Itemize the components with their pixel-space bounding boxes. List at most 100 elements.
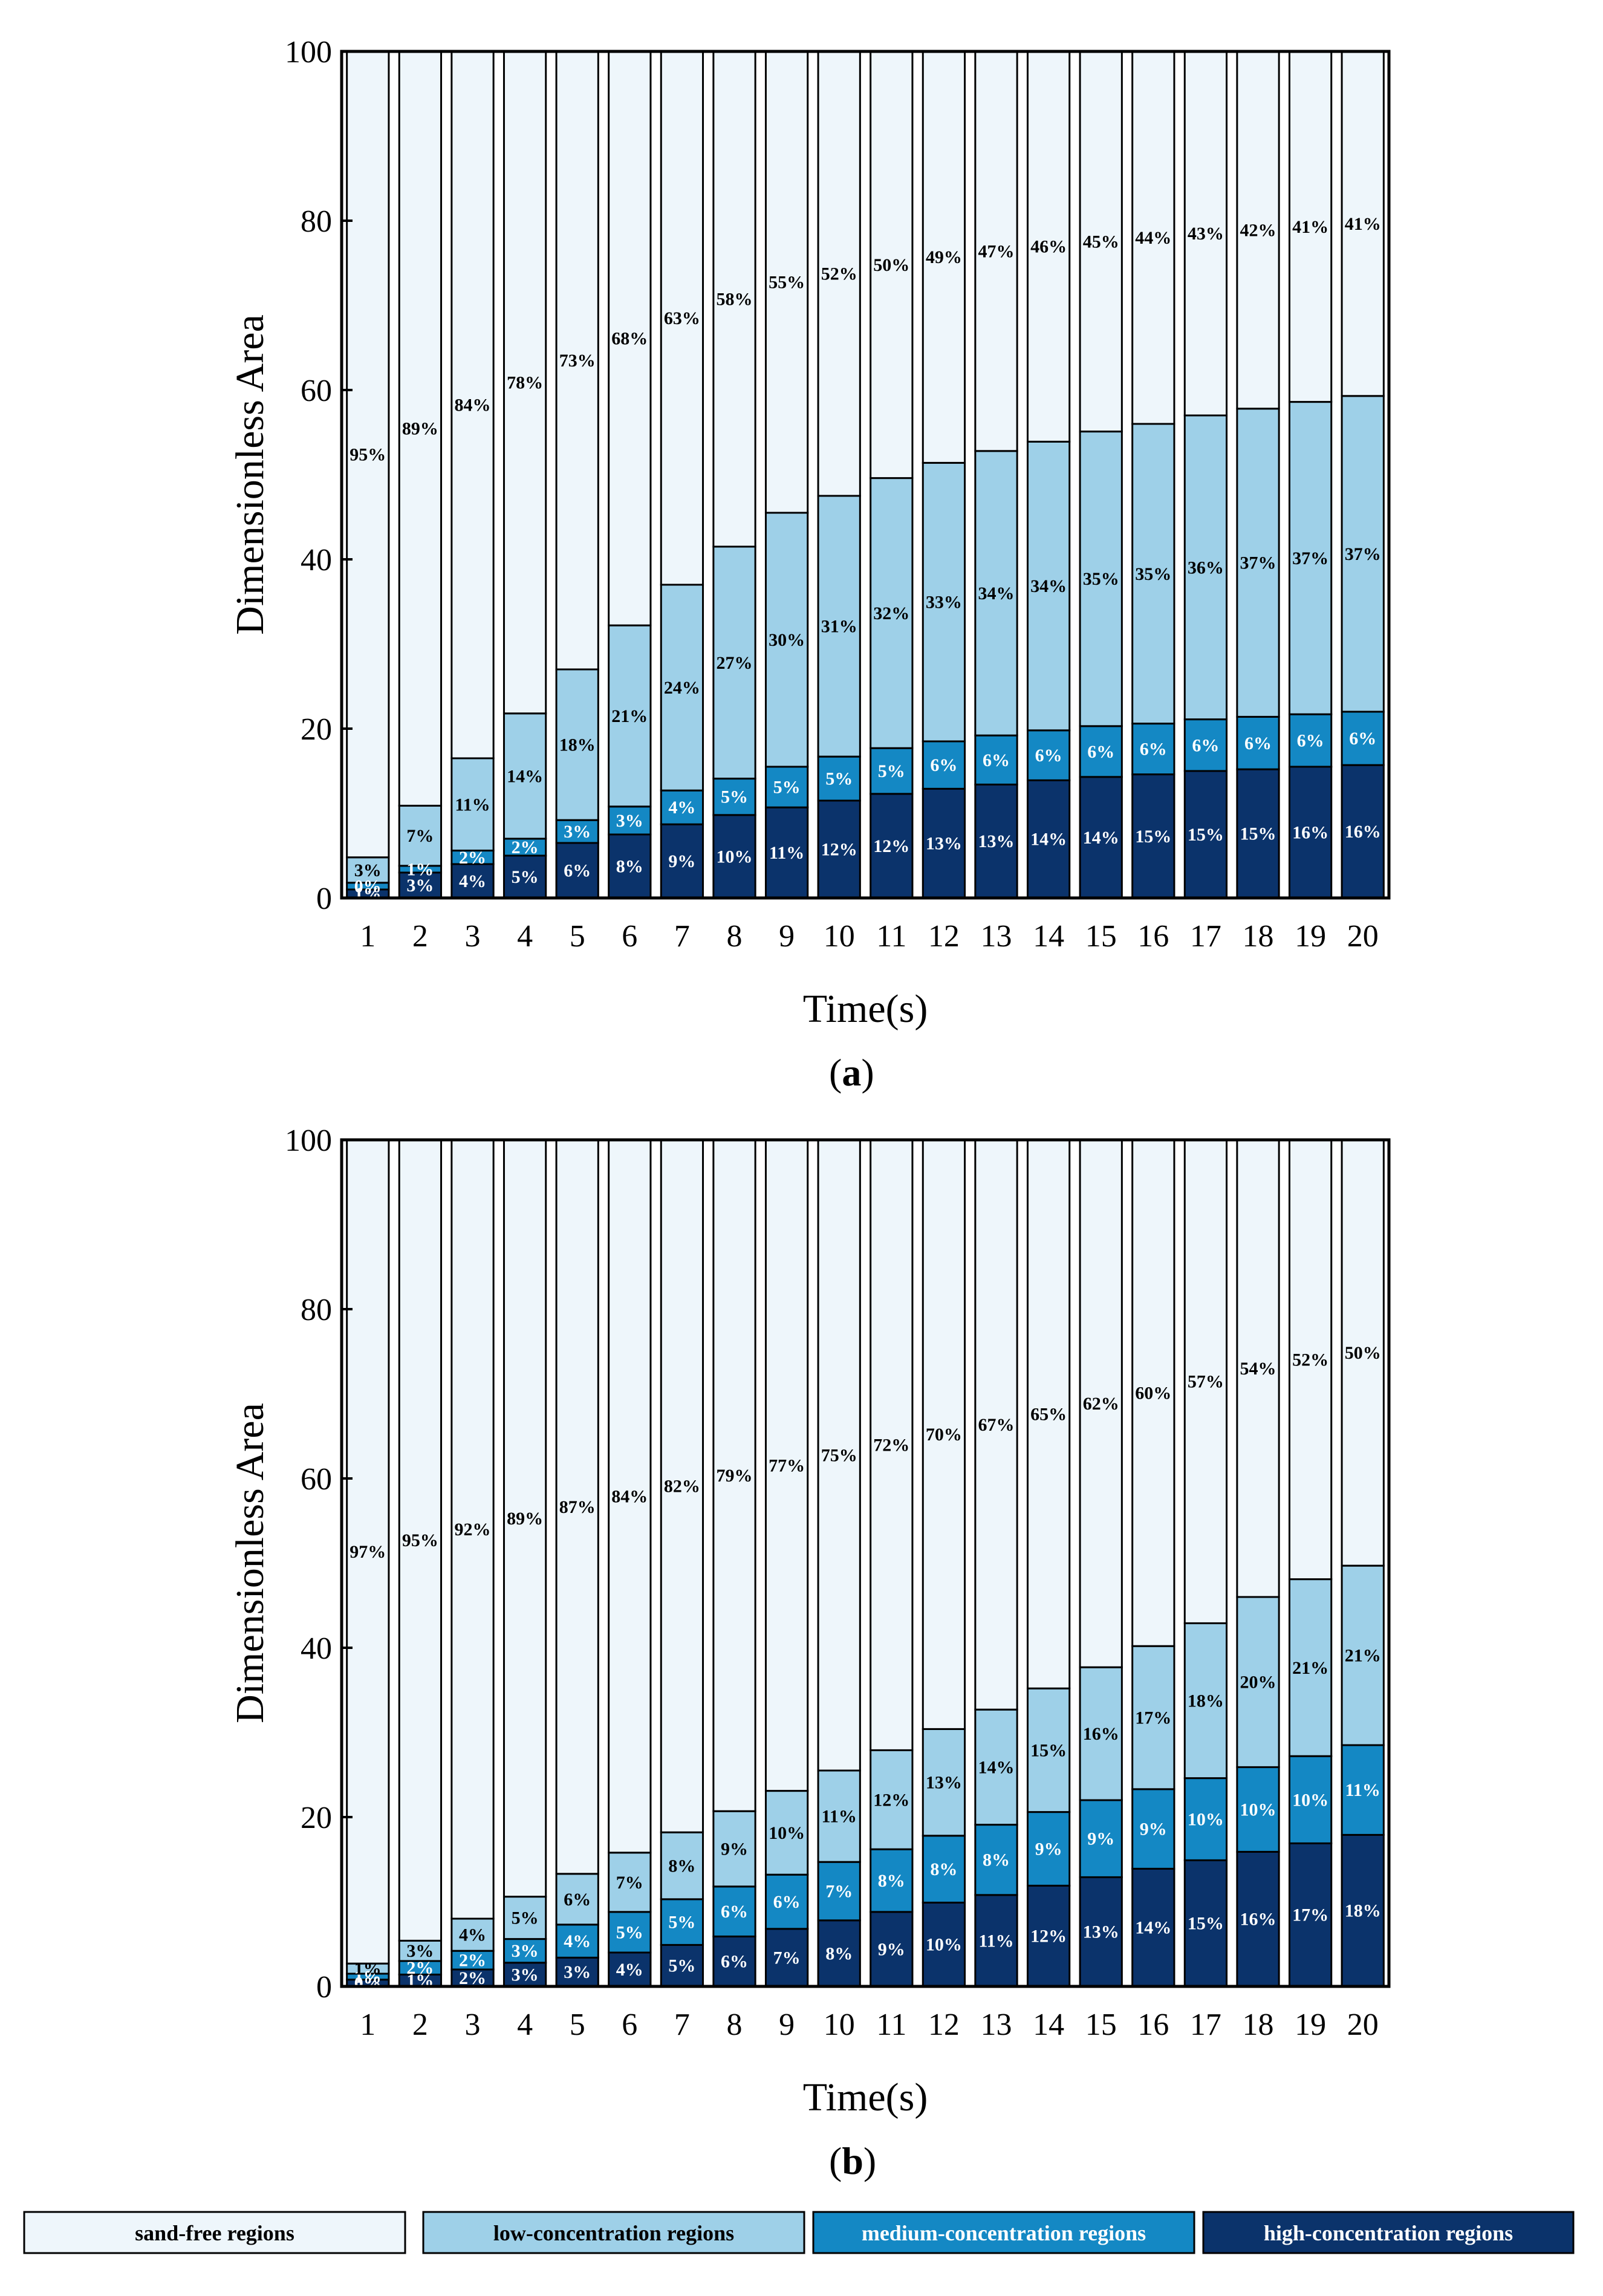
x-tick-label: 1 [360, 2008, 376, 2042]
panel-a-chart: 1%0%3%95%13%1%7%89%24%2%11%84%35%2%14%78… [228, 35, 1391, 1094]
bar-low-t7 [660, 1831, 704, 1901]
y-axis-title: Dimensionless Area [228, 314, 272, 635]
bar-low-t13 [974, 1708, 1018, 1826]
x-tick-label: 5 [570, 2008, 585, 2042]
data-label-medium-t8: 6% [721, 1902, 748, 1922]
data-label-high-t8: 6% [721, 1952, 748, 1972]
data-label-medium-t7: 4% [668, 798, 695, 818]
data-label-medium-t6: 5% [616, 1922, 643, 1942]
y-tick-label: 60 [301, 374, 332, 408]
data-label-sand-free-t19: 52% [1292, 1350, 1328, 1370]
panel-label-open-paren: ( [829, 2139, 842, 2182]
data-label-high-t13: 11% [978, 1931, 1013, 1951]
data-label-high-t8: 10% [717, 847, 753, 867]
data-label-sand-free-t7: 82% [664, 1477, 700, 1497]
data-label-sand-free-t2: 89% [402, 419, 438, 439]
bar-sand-free-t5 [555, 1139, 599, 1875]
x-tick-label: 11 [876, 919, 906, 954]
data-label-medium-t1: 0% [354, 876, 382, 896]
data-label-low-t4: 14% [507, 766, 543, 786]
bar-medium-t19 [1288, 1755, 1333, 1844]
y-tick-label: 20 [301, 1801, 332, 1835]
data-label-low-t11: 32% [873, 603, 909, 623]
data-label-high-t7: 9% [668, 851, 695, 871]
bar-sand-free-t15 [1079, 50, 1123, 433]
bar-medium-t7 [660, 789, 704, 825]
x-tick-label: 10 [824, 919, 855, 954]
y-tick-label: 0 [316, 1970, 332, 2005]
bar-sand-free-t16 [1131, 50, 1175, 425]
x-axis-title: Time(s) [803, 987, 928, 1031]
data-label-low-t10: 31% [821, 617, 857, 637]
x-tick-label: 5 [570, 919, 585, 954]
y-tick-label: 20 [301, 712, 332, 747]
bar-medium-t6 [608, 805, 652, 836]
data-label-high-t19: 16% [1292, 823, 1328, 843]
data-label-sand-free-t11: 72% [873, 1436, 909, 1455]
panel-label-close-paren: ) [861, 1051, 874, 1094]
data-label-sand-free-t4: 89% [507, 1509, 543, 1529]
x-tick-label: 9 [779, 919, 795, 954]
data-label-low-t13: 34% [978, 584, 1015, 603]
y-tick-label: 40 [301, 543, 332, 577]
bar-high-t6 [608, 1951, 652, 1988]
bar-medium-t11 [870, 747, 914, 795]
bar-high-t12 [922, 1901, 966, 1988]
data-label-medium-t2: 1% [406, 859, 434, 879]
bar-low-t10 [817, 1769, 861, 1863]
x-tick-label: 12 [928, 919, 960, 954]
x-tick-label: 4 [517, 2008, 533, 2042]
data-label-low-t12: 13% [926, 1773, 962, 1793]
data-label-high-t12: 13% [926, 834, 962, 854]
data-label-sand-free-t9: 77% [769, 1455, 805, 1475]
bar-low-t8 [712, 545, 756, 780]
legend-label-high: high-concentration regions [1264, 2221, 1513, 2245]
bar-medium-t18 [1236, 1766, 1280, 1853]
data-label-sand-free-t12: 70% [926, 1425, 962, 1445]
data-label-high-t11: 9% [878, 1939, 905, 1959]
data-label-sand-free-t17: 43% [1188, 224, 1224, 244]
bar-sand-free-t14 [1026, 1139, 1071, 1689]
data-label-sand-free-t6: 84% [611, 1486, 648, 1506]
data-label-medium-t3: 2% [459, 848, 486, 868]
panel-label: (a) [829, 1051, 874, 1094]
y-tick-label: 80 [301, 204, 332, 239]
data-label-high-t15: 13% [1083, 1922, 1119, 1942]
data-label-low-t14: 34% [1030, 576, 1067, 596]
data-label-sand-free-t3: 84% [455, 395, 491, 415]
data-label-high-t20: 18% [1345, 1901, 1381, 1921]
x-tick-label: 19 [1295, 919, 1326, 954]
data-label-low-t15: 35% [1083, 569, 1119, 589]
data-label-sand-free-t11: 50% [873, 255, 909, 275]
bar-low-t2 [398, 1939, 443, 1962]
data-label-low-t3: 11% [455, 795, 490, 815]
data-label-high-t1: 1% [354, 884, 382, 904]
bar-low-t9 [764, 512, 809, 768]
data-label-low-t12: 33% [926, 593, 962, 613]
data-label-sand-free-t4: 78% [507, 372, 543, 392]
data-label-low-t14: 15% [1030, 1740, 1067, 1760]
bar-high-t8 [712, 814, 756, 899]
x-tick-label: 18 [1243, 2008, 1274, 2042]
data-label-high-t5: 3% [564, 1962, 591, 1982]
bar-high-t11 [870, 1911, 914, 1988]
bar-low-t12 [922, 461, 966, 743]
data-label-low-t18: 20% [1240, 1673, 1276, 1693]
data-label-low-t8: 27% [717, 653, 753, 673]
data-label-high-t6: 4% [616, 1960, 643, 1980]
data-label-sand-free-t19: 41% [1292, 217, 1328, 237]
bar-low-t10 [817, 495, 861, 758]
data-label-sand-free-t16: 44% [1135, 228, 1171, 248]
bar-sand-free-t9 [764, 1139, 809, 1792]
bar-sand-free-t10 [817, 50, 861, 497]
bar-sand-free-t17 [1183, 50, 1228, 417]
x-tick-label: 18 [1243, 919, 1274, 954]
panel-label-letter: b [842, 2139, 863, 2182]
x-tick-label: 15 [1085, 919, 1117, 954]
bar-high-t10 [817, 1919, 861, 1988]
data-label-medium-t19: 10% [1292, 1790, 1328, 1810]
x-tick-label: 7 [674, 919, 690, 954]
data-label-low-t6: 21% [611, 706, 648, 726]
y-tick-label: 100 [285, 35, 332, 70]
x-tick-label: 15 [1085, 2008, 1117, 2042]
